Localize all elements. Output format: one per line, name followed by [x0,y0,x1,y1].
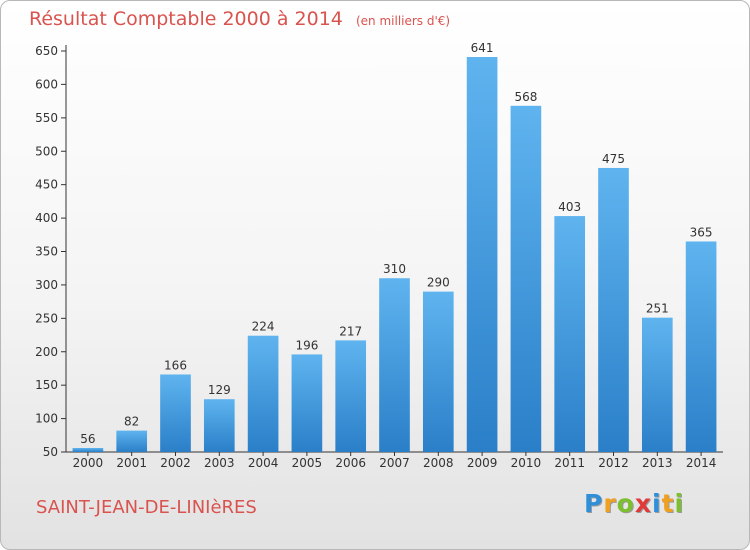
bar-value-label: 82 [124,415,139,429]
x-tick-label: 2003 [204,456,235,470]
bar-value-label: 129 [208,383,231,397]
y-tick-label: 600 [35,77,58,91]
x-tick-label: 2004 [248,456,279,470]
chart-unit-label: (en milliers d'€) [355,14,451,28]
x-tick-label: 2013 [642,456,673,470]
y-tick-label: 500 [35,144,58,158]
bar-value-label: 310 [383,262,406,276]
y-tick-label: 300 [35,278,58,292]
bar [598,167,629,453]
bar [422,291,454,452]
x-tick-label: 2005 [292,456,323,470]
y-tick-label: 100 [35,412,58,426]
x-tick-label: 2001 [116,456,147,470]
bar [466,57,498,452]
y-tick-label: 350 [35,245,58,259]
x-tick-label: 2010 [511,456,542,470]
bar-value-label: 365 [690,225,713,239]
title-row: Résultat Comptable 2000 à 2014 (en milli… [29,8,450,30]
bar [554,216,586,452]
y-tick-label: 50 [43,445,58,459]
logo-letter: r [603,489,617,518]
y-tick-label: 150 [35,378,58,392]
x-tick-label: 2002 [160,456,191,470]
x-tick-label: 2000 [73,456,104,470]
x-tick-label: 2012 [598,456,629,470]
chart-title: Résultat Comptable 2000 à 2014 [29,8,343,30]
logo-letter: P [584,489,604,518]
logo-letter: i [652,489,662,518]
x-tick-label: 2006 [335,456,366,470]
bar-value-label: 166 [164,358,187,372]
logo-letter: t [661,489,675,518]
bar [160,374,191,452]
x-tick-label: 2008 [423,456,454,470]
bar [685,241,717,452]
x-tick-label: 2009 [467,456,498,470]
y-tick-label: 200 [35,345,58,359]
bar-value-label: 475 [602,152,625,166]
bar-value-label: 290 [427,276,450,290]
x-tick-label: 2014 [686,456,717,470]
x-tick-label: 2011 [554,456,585,470]
bar-value-label: 56 [80,432,95,446]
bar [203,399,235,452]
y-tick-label: 650 [35,44,58,58]
bar [335,340,367,452]
commune-name: SAINT-JEAN-DE-LINIèRES [36,497,257,518]
bar [379,278,410,452]
y-tick-label: 550 [35,111,58,125]
logo-letter: o [616,489,635,518]
bar-value-label: 568 [514,90,537,104]
y-tick-label: 400 [35,211,58,225]
bar-value-label: 196 [295,338,318,352]
y-tick-label: 250 [35,311,58,325]
y-tick-label: 450 [35,178,58,192]
bar [291,354,323,452]
bar-value-label: 641 [471,41,494,55]
bar [72,447,104,452]
logo-letter: x [634,489,652,518]
bar [247,335,279,452]
bar [116,430,148,452]
bar-value-label: 224 [252,320,275,334]
bar [641,317,673,452]
x-tick-label: 2007 [379,456,410,470]
bar [510,105,542,452]
bars: 56 82 166 129 224 196 217 310 290 641 568 403 475 251… [72,41,717,453]
logo-letter: i [674,489,685,518]
bar-value-label: 403 [558,200,581,214]
bar-value-label: 251 [646,302,669,316]
proxiti-logo: Proxiti [584,489,684,518]
bar-value-label: 217 [339,324,362,338]
